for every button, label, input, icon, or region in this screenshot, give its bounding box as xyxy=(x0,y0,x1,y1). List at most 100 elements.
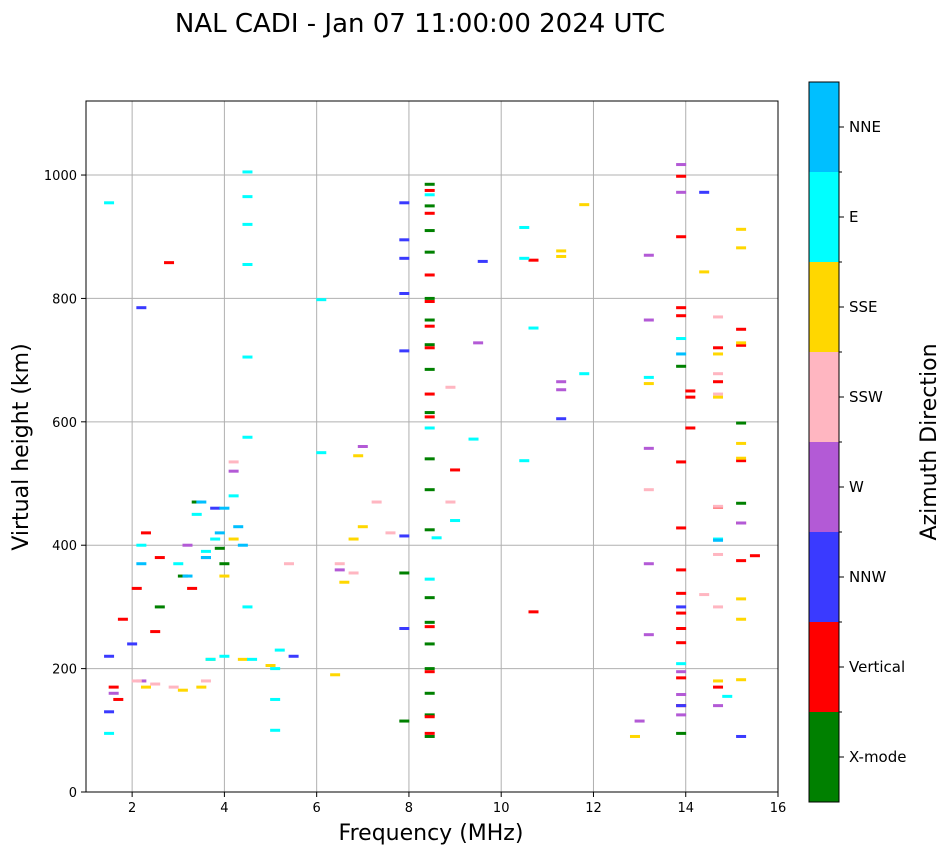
data-point xyxy=(168,685,179,689)
x-axis-label: Frequency (MHz) xyxy=(339,821,524,846)
data-point xyxy=(713,605,724,609)
data-point xyxy=(676,568,687,572)
data-point xyxy=(676,670,687,674)
data-point xyxy=(353,454,364,458)
data-point xyxy=(424,411,435,415)
x-tick-label: 6 xyxy=(313,801,321,816)
data-point xyxy=(685,395,696,399)
data-point xyxy=(424,620,435,624)
data-point xyxy=(736,227,747,231)
data-point xyxy=(676,731,687,735)
plot-frame xyxy=(85,100,779,793)
x-tick-label: 8 xyxy=(405,801,413,816)
data-point xyxy=(468,437,479,441)
colorbar-segment xyxy=(809,622,839,712)
data-point xyxy=(713,704,724,708)
data-point xyxy=(676,314,687,318)
data-point xyxy=(643,318,654,322)
data-point xyxy=(399,291,410,295)
colorbar-label: Azimuth Direction xyxy=(917,343,942,540)
y-tick-label: 0 xyxy=(69,786,77,801)
y-tick-label: 400 xyxy=(52,539,77,554)
data-point xyxy=(424,488,435,492)
data-point xyxy=(108,685,119,689)
data-point xyxy=(131,586,142,590)
data-point xyxy=(699,593,710,597)
colorbar-frame xyxy=(808,81,840,803)
data-point xyxy=(242,195,253,199)
data-point xyxy=(676,704,687,708)
data-point xyxy=(205,657,216,661)
data-point xyxy=(399,256,410,260)
data-point xyxy=(140,685,151,689)
data-point xyxy=(182,543,193,547)
data-point xyxy=(334,568,345,572)
data-point xyxy=(219,562,230,566)
y-tick-label: 1000 xyxy=(44,169,77,184)
data-point xyxy=(424,642,435,646)
data-point xyxy=(219,506,230,510)
chart-title: NAL CADI - Jan 07 11:00:00 2024 UTC xyxy=(175,9,665,39)
colorbar-tick-label: SSW xyxy=(849,388,883,406)
data-point xyxy=(424,229,435,233)
x-tick-label: 2 xyxy=(128,801,136,816)
data-point xyxy=(399,534,410,538)
data-point xyxy=(431,536,442,540)
data-point xyxy=(676,337,687,341)
data-point xyxy=(699,190,710,194)
data-point xyxy=(228,494,239,498)
colorbar-segment xyxy=(809,442,839,532)
colorbar-tick-label: NNE xyxy=(849,118,881,136)
data-point xyxy=(104,731,115,735)
data-point xyxy=(736,559,747,563)
data-point xyxy=(736,246,747,250)
data-point xyxy=(713,346,724,350)
colorbar-segment xyxy=(809,352,839,442)
data-point xyxy=(736,597,747,601)
data-point xyxy=(424,324,435,328)
data-point xyxy=(713,315,724,319)
data-point xyxy=(713,538,724,542)
x-tick-label: 14 xyxy=(677,801,694,816)
data-point xyxy=(736,734,747,738)
data-point xyxy=(424,415,435,419)
data-point xyxy=(136,562,147,566)
data-point xyxy=(270,697,281,701)
colorbar-tick-label: NNW xyxy=(849,568,886,586)
x-tick-label: 10 xyxy=(493,801,510,816)
data-point xyxy=(233,525,244,529)
data-point xyxy=(556,417,567,421)
data-point xyxy=(424,318,435,322)
data-point xyxy=(722,694,733,698)
data-point xyxy=(210,506,221,510)
data-point xyxy=(265,664,276,668)
data-point xyxy=(713,395,724,399)
data-point xyxy=(519,225,530,229)
data-point xyxy=(214,546,225,550)
data-point xyxy=(473,341,484,345)
data-point xyxy=(357,525,368,529)
data-point xyxy=(424,691,435,695)
data-point xyxy=(676,364,687,368)
data-point xyxy=(556,254,567,258)
data-point xyxy=(242,222,253,226)
data-point xyxy=(228,537,239,541)
data-point xyxy=(685,389,696,393)
data-point xyxy=(676,713,687,717)
data-point xyxy=(736,327,747,331)
data-point xyxy=(676,591,687,595)
data-point xyxy=(113,697,124,701)
data-point xyxy=(108,691,119,695)
data-point xyxy=(676,163,687,167)
data-point xyxy=(643,446,654,450)
data-point xyxy=(200,679,211,683)
data-point xyxy=(424,204,435,208)
data-point xyxy=(424,713,435,717)
data-point xyxy=(424,457,435,461)
colorbar-tick-label: E xyxy=(849,208,858,226)
data-point xyxy=(736,501,747,505)
data-point xyxy=(424,250,435,254)
data-point xyxy=(445,500,456,504)
data-point xyxy=(242,262,253,266)
